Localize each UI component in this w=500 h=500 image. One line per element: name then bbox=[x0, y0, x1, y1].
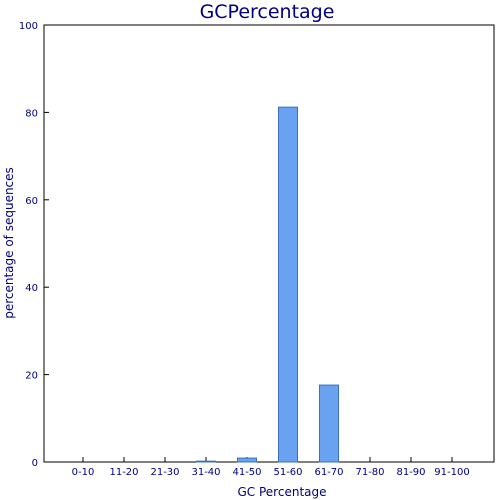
bars bbox=[196, 106, 339, 463]
bar-61-70 bbox=[319, 384, 339, 463]
x-axis: 0-10 11-20 21-30 31-40 41-50 51-60 61-70 71-80 8… bbox=[72, 457, 470, 478]
x-axis-label: GC Percentage bbox=[238, 485, 327, 499]
x-tick-label: 51-60 bbox=[273, 467, 302, 478]
x-tick-label: 0-10 bbox=[72, 467, 95, 478]
x-tick-label: 31-40 bbox=[191, 467, 220, 478]
plot-area bbox=[43, 24, 495, 463]
x-tick-label: 61-70 bbox=[314, 467, 343, 478]
y-tick-label: 60 bbox=[25, 196, 38, 207]
y-axis-label: percentage of sequences bbox=[2, 167, 16, 319]
x-tick-label: 21-30 bbox=[150, 467, 179, 478]
y-tick-label: 20 bbox=[25, 371, 38, 382]
x-tick-label: 91-100 bbox=[434, 467, 469, 478]
y-tick-label: 40 bbox=[25, 283, 38, 294]
chart-title: GCPercentage bbox=[200, 1, 335, 23]
y-tick-label: 100 bbox=[19, 21, 38, 32]
x-tick-label: 41-50 bbox=[232, 467, 261, 478]
bar-41-50 bbox=[237, 457, 257, 463]
x-tick-label: 71-80 bbox=[355, 467, 384, 478]
y-tick-label: 80 bbox=[25, 108, 38, 119]
y-tick-label: 0 bbox=[32, 458, 38, 469]
x-tick-label: 81-90 bbox=[396, 467, 425, 478]
y-axis: 0 20 40 60 80 100 bbox=[19, 21, 49, 469]
bar-51-60 bbox=[278, 106, 298, 463]
x-tick-label: 11-20 bbox=[109, 467, 138, 478]
bar-31-40 bbox=[196, 460, 216, 463]
